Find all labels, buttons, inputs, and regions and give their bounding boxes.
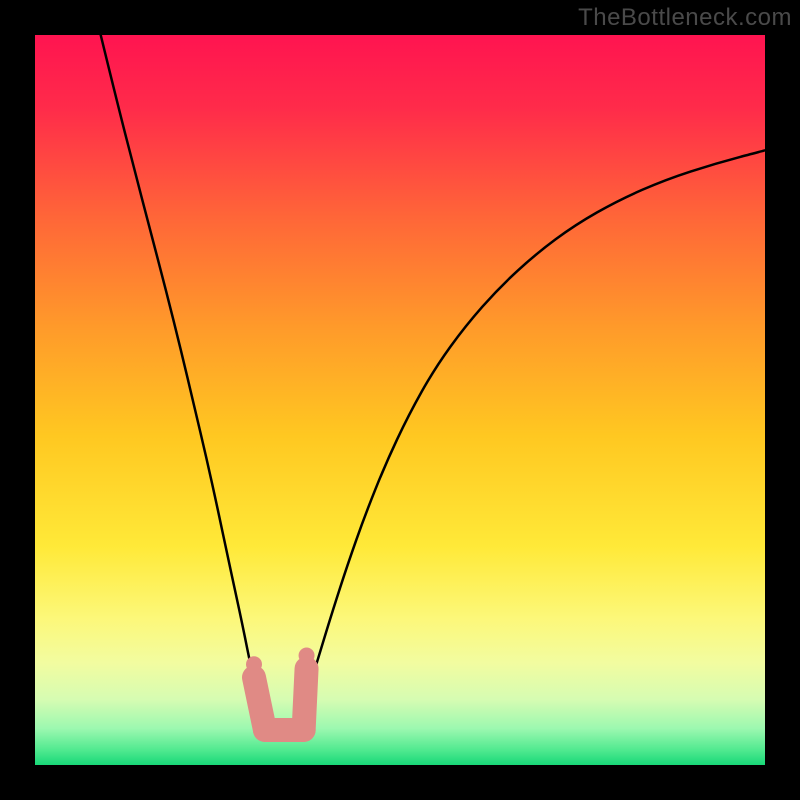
chart-stage: TheBottleneck.com [0,0,800,800]
curve-layer [35,35,765,765]
left-curve [101,35,259,698]
plot-area [35,35,765,765]
right-curve [307,150,765,698]
watermark-text: TheBottleneck.com [578,4,792,32]
valley-marker [246,648,315,730]
